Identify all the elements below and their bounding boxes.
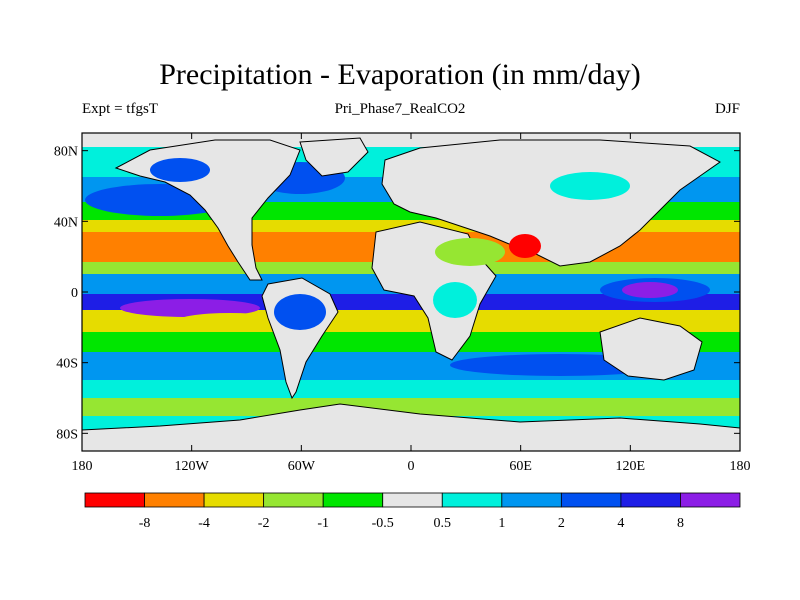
x-tick-label-3: 0 — [408, 459, 415, 474]
congo-wet-feature — [433, 282, 477, 318]
ocean-band-subpolar-south — [82, 398, 740, 416]
colorbar-swatch-4 — [322, 492, 384, 508]
colorbar-swatch-0 — [84, 492, 145, 508]
colorbar-swatch-10 — [680, 492, 741, 508]
colorbar-swatch-1 — [144, 492, 205, 508]
x-tick-label-4: 60E — [509, 459, 532, 474]
colorbar-swatch-6 — [441, 492, 503, 508]
x-tick-label-2: 60W — [288, 459, 316, 474]
x-tick-label-1: 120W — [175, 459, 210, 474]
colorbar-label-0: -8 — [139, 516, 151, 531]
greenland-landmass — [299, 137, 369, 177]
experiment-label: Expt = tfgsT — [82, 101, 158, 117]
antarctica-landmass — [82, 403, 740, 451]
sahara-dry-feature — [435, 238, 505, 266]
amazon-wet-feature — [274, 294, 326, 330]
x-tick-label-0: 180 — [72, 459, 93, 474]
x-tick-label-5: 120E — [616, 459, 646, 474]
run-name-label: Pri_Phase7_RealCO2 — [334, 101, 466, 117]
australia-landmass — [599, 317, 703, 381]
x-tick-label-6: 180 — [730, 459, 751, 474]
arabia-dry-feature — [509, 234, 541, 258]
colorbar-swatch-7 — [501, 492, 562, 508]
maritime-continent-feature — [622, 282, 678, 298]
colorbar-label-9: 8 — [677, 516, 684, 531]
north-pacific-dry-feature — [90, 238, 210, 258]
y-tick-label-2: 0 — [71, 286, 78, 301]
colorbar-swatch-8 — [560, 492, 622, 508]
colorbar-label-4: -0.5 — [372, 516, 394, 531]
colorbar-label-7: 2 — [558, 516, 565, 531]
season-label: DJF — [714, 101, 740, 117]
y-tick-label-1: 40N — [54, 215, 78, 230]
colorbar-swatch-2 — [203, 492, 265, 508]
spcz-feature — [120, 299, 260, 317]
colorbar: -8 -4 -2 -1 -0.5 0.5 1 2 4 8 — [84, 492, 741, 531]
map-title: Precipitation - Evaporation (in mm/day) — [159, 58, 641, 91]
siberia-wet-feature — [550, 172, 630, 200]
colorbar-swatch-3 — [263, 492, 324, 508]
y-tick-label-4: 80S — [56, 427, 78, 442]
ocean-band-mid-south — [82, 332, 740, 352]
ocean-band-high-south — [82, 380, 740, 398]
colorbar-label-3: -1 — [317, 516, 329, 531]
colorbar-swatch-5 — [382, 492, 443, 508]
colorbar-label-2: -2 — [258, 516, 270, 531]
eurasia-landmass — [381, 139, 721, 267]
plot-area — [82, 133, 740, 451]
colorbar-label-6: 1 — [498, 516, 505, 531]
colorbar-swatch-9 — [620, 492, 681, 508]
colorbar-label-1: -4 — [198, 516, 210, 531]
colorbar-label-8: 4 — [617, 516, 624, 531]
y-tick-label-0: 80N — [54, 145, 78, 160]
alaska-wet-feature — [150, 158, 210, 182]
colorbar-label-5: 0.5 — [434, 516, 452, 531]
axis-ticks: 180 120W 60W 0 60E 120E 180 80N 40N 0 40S 80S — [54, 133, 751, 474]
y-tick-label-3: 40S — [56, 357, 78, 372]
south-pacific-dry-feature — [175, 313, 285, 331]
